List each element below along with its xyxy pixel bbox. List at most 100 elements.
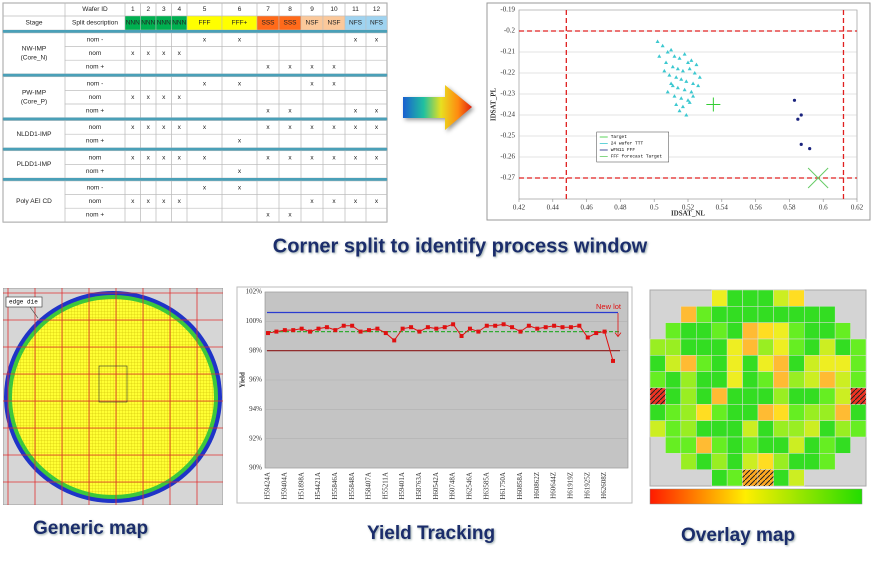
point bbox=[602, 329, 607, 334]
y-tick-label: -0.2 bbox=[504, 27, 516, 35]
overlay-cell bbox=[742, 420, 759, 438]
overlay-cell bbox=[819, 436, 836, 454]
overlay-cell bbox=[788, 322, 805, 340]
point bbox=[560, 325, 565, 330]
overlay-cell bbox=[804, 322, 820, 340]
overlay-cell bbox=[726, 355, 743, 372]
cell-text: 10 bbox=[330, 6, 338, 13]
x-tick-label: H61919Z bbox=[567, 472, 575, 499]
cell-text: Wafer ID bbox=[82, 6, 108, 13]
cell-text: NFS bbox=[349, 20, 363, 27]
overlay-cell bbox=[680, 453, 697, 470]
x-tick-label: 0.52 bbox=[682, 204, 695, 212]
point bbox=[672, 94, 677, 98]
overlay-cell bbox=[711, 306, 728, 323]
x-tick-label: H61750A bbox=[499, 472, 507, 500]
overlay-cell bbox=[680, 404, 697, 421]
cell-text: nom - bbox=[87, 37, 104, 44]
overlay-cell bbox=[788, 289, 805, 307]
table-bg bbox=[2, 2, 388, 223]
plot-frame bbox=[518, 9, 858, 200]
overlay-cell bbox=[711, 322, 728, 340]
y-tick-label: -0.22 bbox=[500, 69, 515, 77]
cell-text: x bbox=[375, 198, 379, 205]
cell-text: x bbox=[162, 124, 166, 131]
cell-text: x bbox=[178, 50, 182, 57]
point bbox=[807, 167, 829, 189]
point bbox=[266, 331, 270, 336]
overlay-cell bbox=[680, 338, 697, 356]
cell-text: x bbox=[178, 154, 182, 161]
y-tick-label: 96% bbox=[249, 376, 262, 384]
overlay-cell bbox=[726, 469, 743, 487]
cell-text: NSF bbox=[306, 20, 319, 27]
legend-label: 24 wafer TTT bbox=[611, 141, 644, 147]
point bbox=[552, 323, 557, 328]
overlay-cell bbox=[773, 338, 790, 356]
x-tick-label: 0.6 bbox=[819, 204, 828, 212]
cell-text: x bbox=[238, 80, 242, 87]
point bbox=[687, 66, 692, 71]
point bbox=[451, 322, 456, 327]
point bbox=[691, 81, 696, 85]
legend-label: wFN11 FFF bbox=[611, 147, 636, 153]
point bbox=[686, 60, 690, 64]
overlay-cell bbox=[819, 453, 836, 470]
cell-text: x bbox=[354, 108, 358, 115]
overlay-cell bbox=[788, 420, 805, 438]
overlay-cell bbox=[773, 404, 790, 421]
y-tick-label: -0.24 bbox=[500, 111, 515, 119]
x-tick-label: 0.46 bbox=[580, 204, 593, 212]
overlay-cell bbox=[834, 355, 851, 372]
cell-text: nom + bbox=[86, 108, 104, 115]
overlay-cell bbox=[773, 436, 790, 454]
cell-text: nom bbox=[89, 154, 102, 161]
y-axis-label: Yield bbox=[239, 372, 247, 388]
overlay-cell bbox=[726, 338, 743, 356]
cell-text: 6 bbox=[238, 6, 242, 13]
point bbox=[333, 328, 338, 333]
overlay-cell bbox=[834, 420, 851, 438]
x-tick-label: 0.56 bbox=[749, 204, 762, 212]
cell-text: x bbox=[375, 37, 379, 44]
point bbox=[667, 73, 672, 77]
overlay-cell bbox=[788, 453, 805, 470]
overlay-cell bbox=[711, 436, 728, 454]
x-tick-label: 0.62 bbox=[851, 204, 864, 212]
cell-text: x bbox=[288, 64, 292, 71]
overlay-cell bbox=[665, 355, 682, 372]
cell-text: SSS bbox=[261, 20, 275, 27]
scatter-chart: -0.19 -0.2 -0.21 -0.22 -0.23 -0.24 -0.25 -0.26 -… bbox=[486, 2, 871, 221]
point bbox=[679, 96, 684, 100]
x-tick-label: H62608Z bbox=[600, 472, 608, 499]
point bbox=[799, 113, 803, 117]
overlay-cell bbox=[788, 371, 805, 389]
cell-text: x bbox=[238, 138, 242, 145]
group-separator bbox=[3, 30, 387, 33]
point bbox=[316, 326, 321, 331]
overlay-cell bbox=[804, 371, 820, 389]
cell-text: x bbox=[203, 80, 207, 87]
overlay-cell bbox=[757, 289, 774, 307]
overlay-cell bbox=[773, 387, 790, 405]
overlay-cell bbox=[665, 436, 682, 454]
cell-text: x bbox=[266, 212, 270, 219]
point bbox=[655, 39, 660, 43]
overlay-cell bbox=[649, 371, 666, 389]
point bbox=[324, 325, 329, 330]
point bbox=[694, 62, 699, 67]
point bbox=[417, 329, 422, 334]
legend-label: FFF forecast Target bbox=[611, 154, 663, 160]
cell-text: 7 bbox=[266, 6, 270, 13]
overlay-cell bbox=[696, 338, 712, 356]
cell-text: nom bbox=[89, 198, 102, 205]
overlay-cell bbox=[649, 338, 666, 356]
point bbox=[677, 56, 682, 60]
overlay-cell bbox=[711, 387, 728, 405]
cell-text: x bbox=[354, 124, 358, 131]
overlay-cell bbox=[680, 436, 697, 454]
point bbox=[535, 326, 540, 331]
point bbox=[383, 331, 388, 336]
cell-text: x bbox=[238, 37, 242, 44]
